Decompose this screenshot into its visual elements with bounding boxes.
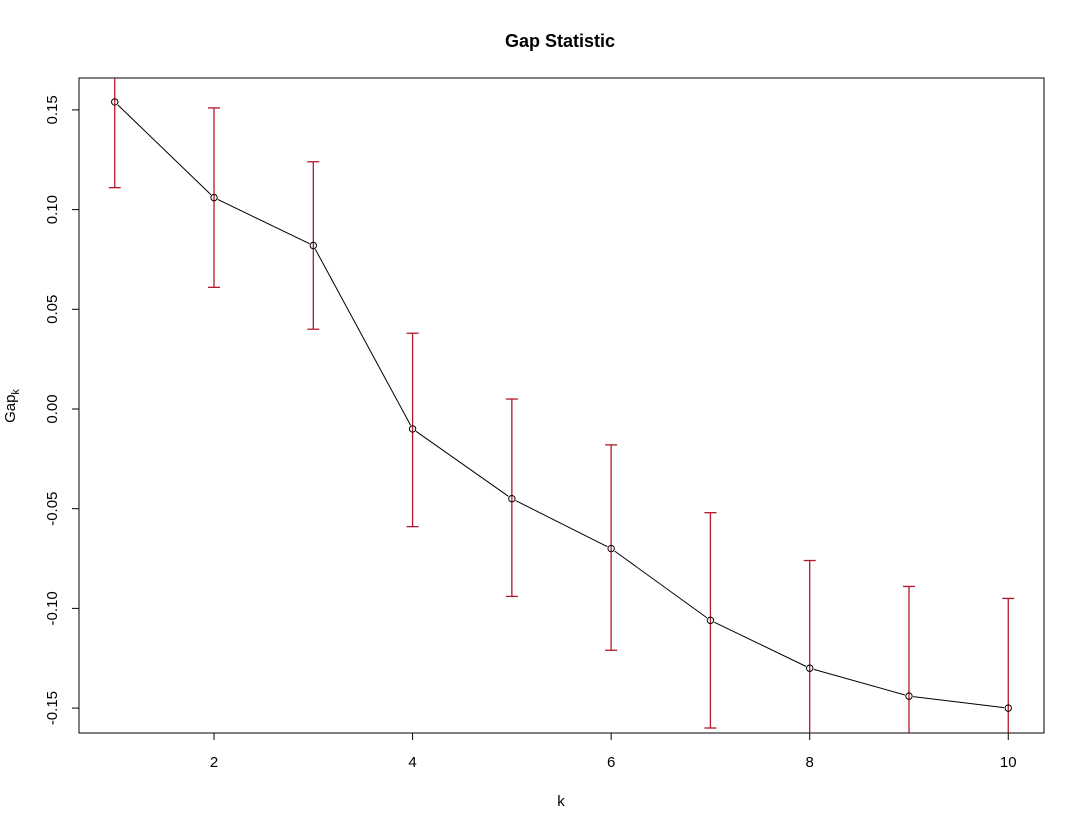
x-tick-label: 6 xyxy=(607,754,615,771)
data-point xyxy=(805,664,814,672)
y-tick-label: 0.00 xyxy=(44,394,61,423)
y-tick-label: 0.05 xyxy=(44,295,61,324)
data-point xyxy=(309,241,318,250)
chart-title: Gap Statistic xyxy=(505,31,615,51)
x-axis: 2 4 6 8 10 xyxy=(210,732,1017,771)
x-tick-label: 2 xyxy=(210,754,218,771)
error-bars xyxy=(108,78,1015,733)
data-point xyxy=(408,425,417,433)
y-tick-label: -0.05 xyxy=(44,492,61,526)
line-segment xyxy=(117,104,212,196)
y-tick-label: 0.10 xyxy=(44,195,61,224)
data-point xyxy=(607,544,615,553)
x-tick-label: 4 xyxy=(408,754,416,771)
line-segment xyxy=(217,199,310,245)
data-point xyxy=(1004,704,1012,712)
y-axis: -0.15 -0.10 -0.05 0.00 0.05 0.10 0.15 xyxy=(44,95,80,725)
y-axis-label-main: Gap xyxy=(2,395,19,423)
data-point xyxy=(210,193,218,202)
x-axis-label: k xyxy=(557,793,565,810)
y-axis-label: Gapk xyxy=(2,389,22,423)
x-tick-label: 8 xyxy=(806,754,814,771)
line-segment xyxy=(813,668,906,696)
series-line xyxy=(117,104,1005,709)
line-segment xyxy=(614,550,708,619)
data-point xyxy=(706,616,715,625)
y-tick-label: -0.10 xyxy=(44,591,61,625)
y-axis-label-subscript: k xyxy=(10,389,22,395)
y-tick-label: -0.15 xyxy=(44,691,61,725)
line-segment xyxy=(713,621,807,667)
data-points xyxy=(111,98,1012,712)
line-segment xyxy=(314,248,412,426)
x-tick-label: 10 xyxy=(1000,754,1017,771)
data-point xyxy=(905,692,913,700)
line-segment xyxy=(515,500,608,548)
line-segment xyxy=(913,696,1005,709)
y-tick-label: 0.15 xyxy=(44,95,61,124)
line-segment xyxy=(415,430,509,497)
plot-frame xyxy=(78,77,1045,734)
data-point xyxy=(508,495,516,503)
data-point xyxy=(111,98,119,106)
